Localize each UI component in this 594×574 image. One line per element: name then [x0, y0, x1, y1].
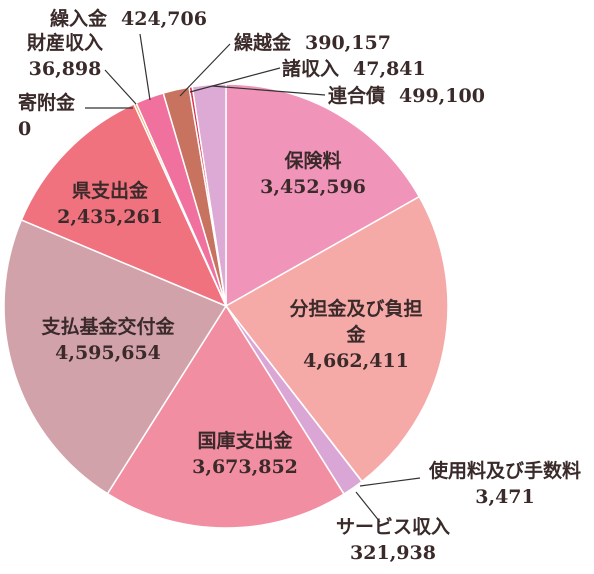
slice-label: 連合債 499,100: [328, 83, 528, 109]
slice-value: 2,435,261: [57, 206, 163, 228]
leader-line: [211, 85, 326, 96]
slice-value: 3,452,596: [260, 176, 366, 198]
pie-slice: [20, 103, 228, 308]
slice-name: 保険料: [284, 150, 342, 172]
slice-name: 繰越金: [234, 32, 292, 54]
pie-slice: [224, 195, 449, 483]
leader-line: [179, 43, 231, 97]
slice-value: 390,157: [305, 32, 391, 54]
slice-label: 保険料 3,452,596: [243, 148, 383, 200]
slice-label: 諸収入 47,841: [282, 56, 432, 82]
pie-slice: [191, 83, 227, 307]
slice-label: 県支出金 2,435,261: [30, 178, 190, 230]
slice-label: 財産収入 36,898: [18, 30, 112, 82]
slice-name: 県支出金: [71, 180, 148, 202]
slice-value: 424,706: [121, 8, 207, 30]
leader-line: [104, 69, 137, 105]
leader-line: [189, 67, 281, 93]
leader-line: [139, 33, 151, 101]
slice-label: 繰入金 424,706: [50, 6, 250, 32]
slice-label: サービス収入 321,938: [318, 514, 468, 566]
slice-name: 使用料及び手数料: [428, 460, 581, 482]
slice-label: 寄附金 0: [18, 90, 98, 142]
slice-value: 4,595,654: [55, 342, 161, 364]
slice-value: 3,673,852: [192, 456, 298, 478]
pie-slice: [3, 218, 228, 495]
pie-slice: [225, 83, 421, 308]
slice-name: 財産収入: [26, 32, 103, 54]
slice-value: 499,100: [399, 85, 485, 107]
slice-name: サービス収入: [335, 516, 450, 538]
slice-name: 国庫支出金: [197, 430, 293, 452]
slice-name: 寄附金: [18, 92, 76, 114]
leader-line: [355, 491, 381, 523]
slice-value: 36,898: [28, 58, 102, 80]
slice-name: 諸収入: [282, 58, 340, 80]
slice-label: 使用料及び手数料 3,471: [420, 458, 590, 510]
leader-line: [359, 477, 421, 487]
slice-value: 0: [18, 118, 32, 140]
slice-label: 繰越金 390,157: [234, 30, 434, 56]
slice-name: 支払基金交付金: [41, 316, 175, 338]
slice-value: 4,662,411: [303, 350, 409, 372]
slice-name: 繰入金: [50, 8, 108, 30]
slice-value: 321,938: [350, 542, 436, 564]
slice-label: 支払基金交付金 4,595,654: [18, 314, 198, 366]
slice-name: 分担金及び負担金: [289, 298, 423, 346]
slice-value: 3,471: [475, 486, 535, 508]
slice-value: 47,841: [353, 58, 426, 80]
pie-slice: [106, 304, 345, 529]
slice-name: 連合債: [328, 85, 386, 107]
slice-label: 国庫支出金 3,673,852: [165, 428, 325, 480]
slice-label: 分担金及び負担金 4,662,411: [286, 296, 426, 374]
